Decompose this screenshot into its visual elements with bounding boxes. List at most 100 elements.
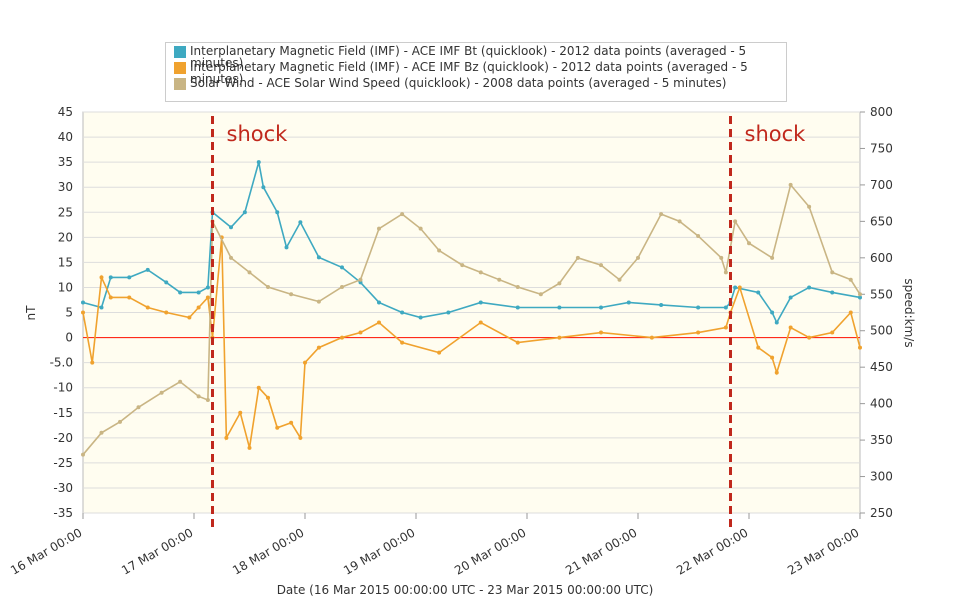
y-tick-label: -25 [53, 456, 73, 470]
data-point [478, 320, 483, 325]
data-point [340, 335, 344, 340]
data-point [358, 277, 363, 282]
data-point [733, 219, 738, 224]
data-point [238, 410, 243, 415]
data-point [733, 285, 738, 290]
data-point [774, 370, 779, 375]
data-point [224, 435, 229, 440]
data-point [266, 395, 270, 400]
data-point [437, 350, 442, 355]
y2-tick-label: 800 [870, 105, 893, 119]
data-point [696, 305, 701, 310]
data-point [446, 310, 451, 315]
y2-tick-label: 750 [870, 141, 893, 155]
y2-tick-label: 500 [870, 324, 893, 338]
data-point [108, 275, 113, 280]
data-point [858, 345, 862, 350]
y2-tick-label: 550 [870, 287, 893, 301]
data-point [127, 275, 132, 280]
data-point [316, 345, 321, 350]
y-tick-label: -35 [53, 506, 73, 520]
data-point [807, 335, 812, 340]
data-point [298, 220, 303, 225]
y-tick-label: 20 [58, 230, 73, 244]
data-point [298, 435, 303, 440]
data-point [242, 210, 247, 215]
data-point [205, 285, 210, 290]
y-tick-label: 15 [58, 255, 73, 269]
y-tick-label: 10 [58, 280, 73, 294]
y-tick-label: -5.0 [50, 356, 73, 370]
data-point [626, 300, 631, 305]
data-point [807, 285, 812, 290]
data-point [515, 284, 520, 289]
data-point [788, 325, 793, 330]
data-point [358, 330, 363, 335]
data-point [196, 394, 201, 399]
y-axis-title: nT [24, 305, 38, 321]
data-point [830, 330, 835, 335]
data-point [418, 226, 423, 231]
y-tick-label: 5 [65, 306, 73, 320]
data-point [719, 255, 724, 260]
legend: Interplanetary Magnetic Field (IMF) - AC… [165, 42, 787, 102]
data-point [229, 225, 233, 230]
data-point [99, 305, 104, 310]
legend-label: Interplanetary Magnetic Field (IMF) - AC… [190, 44, 747, 70]
data-point [256, 385, 261, 390]
y-tick-label: -15 [53, 406, 73, 420]
data-point [677, 219, 682, 224]
data-point [788, 295, 793, 300]
x-tick-label: 17 Mar 00:00 [119, 525, 195, 577]
y-tick-label: 45 [58, 105, 73, 119]
data-point [696, 233, 701, 238]
data-point [247, 270, 252, 275]
data-point [557, 335, 562, 340]
data-point [747, 241, 751, 246]
data-point [275, 210, 280, 215]
data-point [377, 226, 381, 231]
legend-item[interactable]: Solar Wind - ACE Solar Wind Speed (quick… [174, 77, 778, 93]
data-point [649, 335, 654, 340]
legend-swatch [174, 46, 186, 58]
data-point [229, 255, 233, 260]
legend-item[interactable]: Interplanetary Magnetic Field (IMF) - AC… [174, 61, 778, 85]
y-tick-label: -20 [53, 431, 73, 445]
data-point [575, 255, 580, 260]
legend-label: Solar Wind - ACE Solar Wind Speed (quick… [190, 76, 727, 90]
data-point [289, 292, 294, 297]
x-axis-title: Date (16 Mar 2015 00:00:00 UTC - 23 Mar … [277, 583, 654, 597]
x-tick-label: 18 Mar 00:00 [230, 525, 306, 577]
data-point [599, 263, 603, 268]
data-point [303, 360, 307, 365]
data-point [756, 290, 761, 295]
data-point [289, 420, 294, 425]
data-point [418, 315, 423, 320]
data-point [377, 300, 381, 305]
data-point [848, 310, 853, 315]
data-point [478, 300, 483, 305]
y-tick-label: -30 [53, 481, 73, 495]
data-point [515, 340, 520, 345]
data-point [261, 185, 266, 190]
data-point [159, 390, 164, 395]
data-point [460, 263, 465, 268]
data-point [187, 315, 192, 320]
data-point [770, 255, 775, 260]
data-point [659, 212, 664, 217]
legend-item[interactable]: Interplanetary Magnetic Field (IMF) - AC… [174, 45, 778, 69]
data-point [99, 430, 104, 435]
y-tick-label: 35 [58, 155, 73, 169]
data-point [247, 445, 252, 450]
data-point [178, 379, 183, 384]
data-point [723, 325, 728, 330]
x-tick-label: 22 Mar 00:00 [674, 525, 750, 577]
annotation: shock [745, 122, 807, 146]
y2-tick-label: 650 [870, 214, 893, 228]
data-point [284, 245, 289, 250]
data-point [164, 280, 169, 285]
data-point [696, 330, 701, 335]
y2-tick-label: 300 [870, 470, 893, 484]
data-point [858, 295, 862, 300]
